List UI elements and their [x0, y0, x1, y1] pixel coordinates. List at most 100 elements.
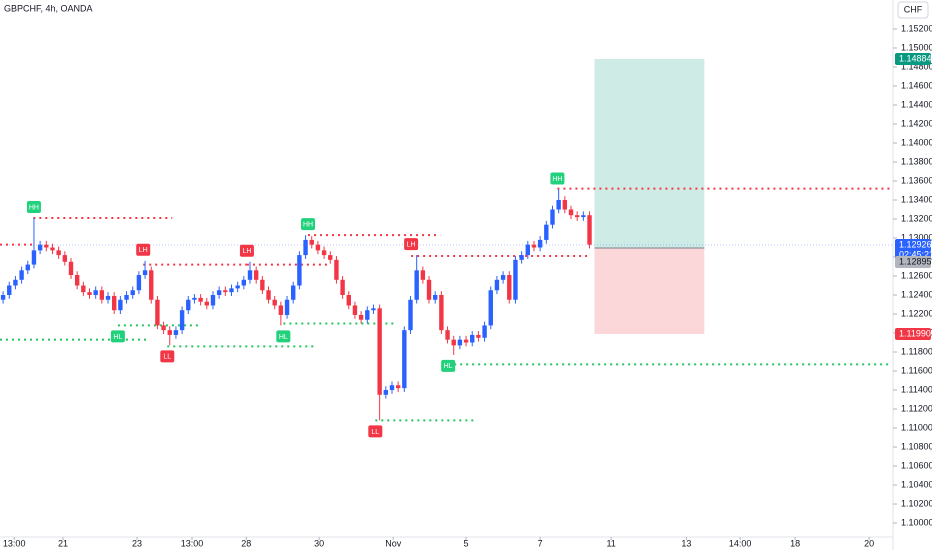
- candle-body: [408, 299, 413, 331]
- candle-body: [37, 244, 43, 251]
- candle-body: [272, 299, 277, 306]
- y-tick-label: 1.10000: [901, 517, 932, 527]
- pivot-badge: [441, 359, 456, 372]
- candle-body: [223, 290, 228, 293]
- candle-body: [402, 330, 407, 389]
- candle-body: [142, 270, 148, 276]
- stop-tag: [895, 327, 931, 340]
- y-tick-label: 1.14200: [901, 118, 932, 128]
- x-tick-label: 28: [241, 538, 251, 548]
- y-tick-label: 1.11200: [901, 403, 932, 413]
- candle-body: [494, 279, 500, 291]
- candle-body: [507, 275, 512, 300]
- pivot-label: LH: [242, 248, 251, 255]
- candle-body: [31, 250, 37, 265]
- y-tick-label: 1.13600: [901, 175, 932, 185]
- candle-body: [260, 279, 265, 291]
- y-tick-label: 1.12200: [901, 308, 932, 318]
- candle-body: [550, 209, 555, 225]
- candle-body: [309, 239, 314, 245]
- candle-body: [395, 385, 401, 389]
- candle-body: [556, 199, 561, 210]
- x-tick-label: Nov: [385, 538, 402, 548]
- candle-body: [476, 334, 481, 338]
- pivot-label: HH: [303, 221, 313, 228]
- currency-button[interactable]: [897, 1, 929, 19]
- x-tick-label: 20: [864, 538, 874, 548]
- candle-body: [439, 295, 444, 331]
- pivot-label: LL: [371, 429, 379, 436]
- pivot-badge: [26, 201, 41, 214]
- candle-body: [216, 290, 222, 296]
- candle-body: [525, 244, 530, 256]
- candle-body: [451, 339, 456, 346]
- y-tick-label: 1.13000: [901, 232, 932, 242]
- currency-label[interactable]: CHF: [904, 4, 923, 14]
- candle-body: [99, 290, 105, 300]
- candle-body: [50, 247, 55, 251]
- candle-body: [587, 215, 592, 245]
- candle-body: [321, 250, 327, 256]
- candle-body: [574, 215, 580, 218]
- y-tick-label: 1.11600: [901, 365, 932, 375]
- countdown-label: 02:45:21: [899, 249, 932, 259]
- candle-body: [358, 314, 364, 320]
- candle-body: [179, 310, 185, 331]
- pivot-label: HL: [279, 334, 288, 341]
- y-tick-label: 1.11400: [901, 384, 932, 394]
- pivot-label: HH: [552, 176, 562, 183]
- candle-body: [56, 250, 61, 256]
- candle-body: [93, 290, 98, 296]
- pivot-label: HH: [29, 204, 39, 211]
- candle-body: [463, 339, 469, 343]
- y-tick-label: 1.11800: [901, 346, 932, 356]
- candle-body: [44, 244, 49, 248]
- candle-body: [297, 255, 302, 286]
- x-tick-label: 5: [464, 538, 469, 548]
- candle-body: [19, 270, 24, 280]
- candle-body: [482, 325, 487, 338]
- y-tick-label: 1.15200: [901, 23, 932, 33]
- x-tick-label: 13:00: [3, 538, 26, 548]
- candle-body: [167, 330, 172, 335]
- candle-body: [426, 279, 432, 300]
- candle-body: [488, 290, 493, 326]
- pivot-badge: [160, 350, 175, 363]
- candle-body: [352, 305, 358, 315]
- candle-body: [210, 295, 216, 306]
- candle-body: [87, 292, 92, 296]
- candle-body: [284, 299, 290, 315]
- candle-body: [389, 385, 395, 391]
- candle-body: [149, 270, 154, 300]
- candle-body: [198, 297, 203, 302]
- entry-tag-label: 1.12895: [899, 256, 932, 266]
- candle-body: [519, 255, 524, 260]
- candle-body: [124, 295, 129, 300]
- candle-body: [340, 279, 345, 296]
- candle-body: [562, 199, 568, 210]
- candle-body: [513, 259, 518, 300]
- candle-body: [7, 285, 12, 296]
- chart-title: GBPCHF, 4h, OANDA: [4, 3, 93, 13]
- y-tick-label: 1.12600: [901, 270, 932, 280]
- candle-body: [432, 295, 438, 300]
- entry-tag: [895, 255, 931, 268]
- candle-body: [229, 288, 234, 293]
- pivot-badge: [110, 330, 125, 343]
- y-tick-label: 1.14400: [901, 99, 932, 109]
- pivot-label: LL: [163, 354, 171, 361]
- profit-zone: [594, 59, 705, 248]
- loss-zone: [594, 247, 705, 334]
- candle-body: [470, 334, 475, 343]
- candle-body: [414, 270, 419, 300]
- candle-body: [581, 215, 586, 218]
- candle-body: [328, 255, 333, 260]
- candle-body: [161, 325, 166, 331]
- x-tick-label: 13:00: [181, 538, 204, 548]
- y-tick-label: 1.14000: [901, 137, 932, 147]
- candle-body: [315, 244, 321, 251]
- candle-body: [173, 330, 179, 335]
- candle-body: [371, 308, 376, 311]
